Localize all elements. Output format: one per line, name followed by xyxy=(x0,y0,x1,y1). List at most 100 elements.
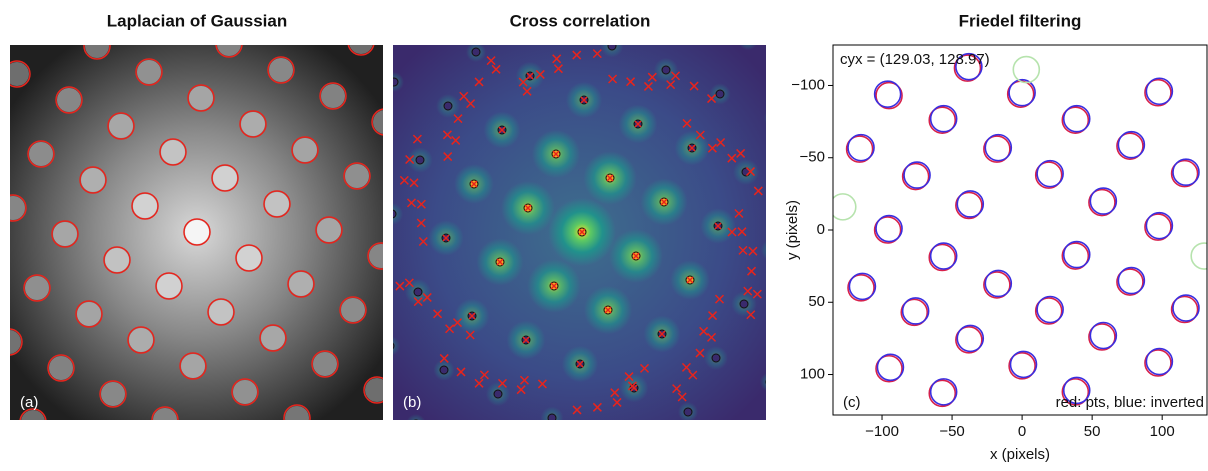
cross xyxy=(688,370,698,380)
cross xyxy=(677,392,687,402)
detection xyxy=(55,86,83,114)
cross xyxy=(550,282,558,290)
cross xyxy=(686,276,694,284)
detection xyxy=(207,298,235,326)
point xyxy=(847,274,875,302)
spot xyxy=(85,45,109,58)
point xyxy=(847,133,875,162)
point xyxy=(1061,106,1090,134)
cross xyxy=(681,362,691,372)
cross xyxy=(632,252,640,260)
cross xyxy=(498,126,506,134)
cross xyxy=(522,86,532,96)
cross xyxy=(486,56,496,66)
detection xyxy=(151,406,179,420)
point xyxy=(1089,321,1118,350)
peak xyxy=(413,287,423,297)
point xyxy=(1061,378,1090,406)
cross xyxy=(748,246,758,256)
cross xyxy=(395,281,405,291)
point xyxy=(1036,159,1064,188)
cross xyxy=(626,77,636,87)
cross xyxy=(727,153,737,163)
panel-title: Cross correlation xyxy=(510,11,651,30)
cross xyxy=(746,310,756,320)
point xyxy=(953,54,982,82)
detection xyxy=(211,164,239,192)
cross xyxy=(553,64,563,74)
plot-area xyxy=(833,52,1207,408)
cross xyxy=(422,292,432,302)
cross xyxy=(443,152,453,162)
peak xyxy=(768,246,776,254)
point xyxy=(929,378,958,406)
cross xyxy=(707,143,717,153)
peak xyxy=(393,77,399,87)
cross xyxy=(624,372,634,382)
cross xyxy=(466,99,476,109)
cross xyxy=(672,384,682,394)
spot xyxy=(341,298,365,322)
peak xyxy=(739,299,749,309)
spot xyxy=(133,194,157,218)
cross xyxy=(524,204,532,212)
cross xyxy=(470,180,478,188)
spot xyxy=(217,45,241,56)
xcorr-spots xyxy=(393,45,776,420)
spot xyxy=(373,110,383,134)
cross xyxy=(745,167,756,177)
peak xyxy=(715,89,725,99)
cross xyxy=(604,306,612,314)
point xyxy=(1034,297,1063,325)
cross xyxy=(456,367,466,377)
annotation: red: pts, blue: inverted xyxy=(1056,394,1204,411)
spot xyxy=(77,302,101,326)
detection xyxy=(10,60,31,88)
detection xyxy=(263,190,291,218)
point xyxy=(1088,188,1116,217)
detection xyxy=(343,162,371,190)
cross xyxy=(695,348,705,358)
detection xyxy=(347,45,375,56)
spot xyxy=(285,406,309,420)
cross xyxy=(451,135,461,145)
detection xyxy=(99,380,127,408)
cross xyxy=(479,370,489,380)
cross xyxy=(474,378,484,388)
x-tick-label: −50 xyxy=(939,423,964,440)
detection xyxy=(363,376,383,404)
detection xyxy=(47,354,75,382)
spot xyxy=(317,218,341,242)
cross xyxy=(399,175,409,185)
cross xyxy=(716,137,726,148)
spot xyxy=(101,382,125,406)
panel-label: (b) xyxy=(403,394,421,411)
spot xyxy=(265,192,289,216)
y-tick-label: 50 xyxy=(808,293,825,310)
point xyxy=(928,106,957,134)
point xyxy=(1062,376,1091,405)
point xyxy=(1144,213,1172,241)
point xyxy=(901,297,930,325)
point xyxy=(845,135,874,163)
detection xyxy=(215,45,243,58)
cross xyxy=(468,312,476,320)
y-axis-label: y (pixels) xyxy=(784,200,801,260)
detection xyxy=(367,242,383,270)
point xyxy=(1145,347,1174,376)
point xyxy=(955,191,983,220)
spot xyxy=(313,352,337,376)
y-tick-label: −100 xyxy=(791,76,825,93)
detection xyxy=(239,110,267,138)
glow xyxy=(760,372,766,392)
cross xyxy=(658,330,666,338)
point xyxy=(929,242,958,270)
point xyxy=(1172,294,1200,322)
cross xyxy=(670,71,681,81)
spot xyxy=(161,140,185,164)
point xyxy=(1062,104,1091,133)
peak xyxy=(413,419,419,420)
detection xyxy=(23,274,51,302)
detection xyxy=(315,216,343,244)
